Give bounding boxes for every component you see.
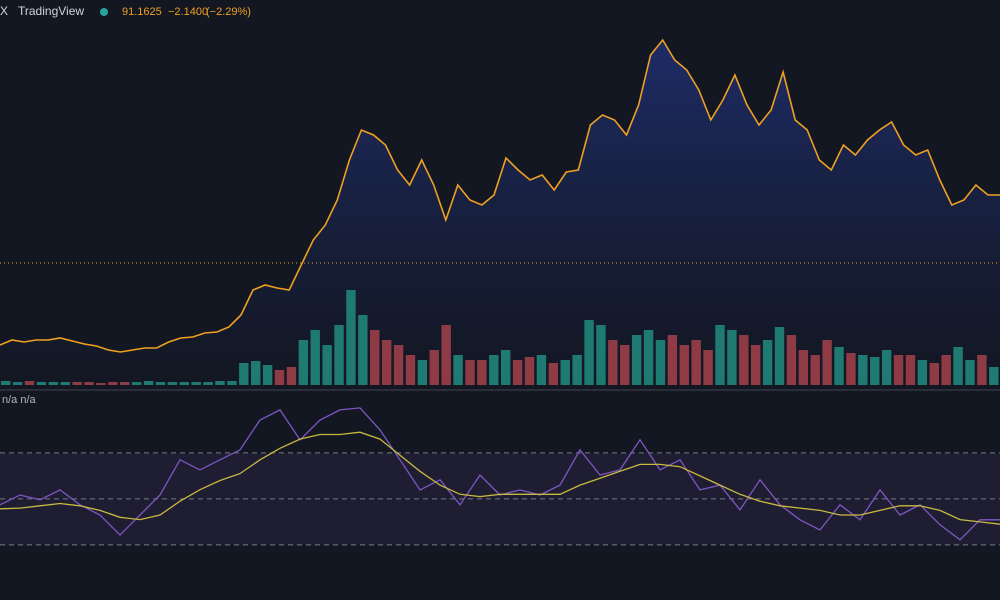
volume-bar: [120, 382, 130, 385]
volume-bar: [84, 382, 94, 385]
volume-bar: [536, 355, 547, 385]
volume-bar: [774, 327, 785, 385]
volume-bar: [762, 340, 773, 385]
volume-bar: [24, 381, 35, 385]
volume-bar: [370, 330, 380, 385]
volume-bar: [548, 363, 559, 385]
volume-bar: [143, 381, 154, 385]
volume-bar: [96, 383, 106, 385]
volume-bar: [953, 347, 963, 385]
volume-bar: [215, 381, 225, 385]
volume-bar: [798, 350, 809, 385]
volume-bar: [989, 367, 999, 385]
volume-bar: [977, 355, 987, 385]
volume-bar: [131, 382, 142, 385]
volume-bar: [703, 350, 713, 385]
volume-bar: [822, 340, 832, 385]
volume-bar: [893, 355, 904, 385]
volume-bar: [858, 355, 868, 385]
volume-bar: [572, 355, 582, 385]
volume-bar: [620, 345, 630, 385]
volume-bar: [60, 382, 70, 385]
volume-bar: [524, 357, 535, 385]
volume-bar: [501, 350, 511, 385]
volume-bar: [465, 360, 475, 385]
volume-bar: [334, 325, 344, 385]
volume-bar: [405, 355, 416, 385]
volume-bar: [453, 355, 463, 385]
volume-bar: [346, 290, 356, 385]
volume-bar: [727, 330, 737, 385]
volume-bar: [72, 382, 82, 385]
rsi-ma-line: [0, 431, 1000, 525]
volume-bar: [48, 382, 59, 385]
volume-bar: [203, 382, 213, 385]
volume-bar: [298, 340, 309, 385]
volume-bar: [489, 355, 499, 385]
change: −2.1400: [168, 6, 208, 18]
plot: [0, 38, 1000, 546]
volume-bar: [846, 353, 856, 385]
volume-bar: [691, 340, 701, 385]
price-area: [0, 40, 1000, 388]
volume-bar: [274, 370, 285, 385]
status-dot: [100, 8, 108, 16]
volume-bar: [417, 360, 428, 385]
volume-bar: [429, 350, 439, 385]
volume-bar: [393, 345, 404, 385]
volume-bar: [179, 382, 189, 385]
volume-bar: [108, 382, 118, 385]
volume-bar: [667, 335, 678, 385]
volume-bar: [512, 360, 523, 385]
last-price: 91.1625: [122, 6, 162, 18]
volume-bar: [655, 340, 666, 385]
volume-bar: [560, 360, 570, 385]
volume-bar: [477, 360, 487, 385]
volume-bar: [167, 382, 178, 385]
indicator-label: n/a n/a: [2, 394, 37, 406]
volume-bar: [239, 363, 249, 385]
volume-bar: [322, 345, 332, 385]
volume-bar: [441, 325, 451, 385]
volume-bar: [608, 340, 618, 385]
volume-bar: [227, 381, 237, 385]
volume-bar: [310, 330, 320, 385]
source: TradingView: [18, 4, 84, 18]
change-pct: (−2.29%): [206, 6, 251, 18]
volume-bar: [358, 315, 368, 385]
volume-bar: [262, 365, 273, 385]
volume-bar: [36, 382, 47, 385]
volume-bar: [12, 382, 23, 385]
volume-bar: [155, 382, 166, 385]
volume-bar: [631, 335, 642, 385]
volume-bar: [929, 363, 939, 385]
volume-bar: [965, 360, 975, 385]
volume-bar: [679, 345, 689, 385]
volume-bar: [715, 325, 725, 385]
volume-bar: [834, 347, 844, 385]
volume-bar: [596, 325, 606, 385]
volume-bar: [810, 355, 820, 385]
volume-bar: [751, 345, 761, 385]
volume-bar: [1, 381, 11, 385]
volume-bar: [881, 350, 892, 385]
volume-bar: [251, 361, 261, 385]
symbol: X: [0, 4, 8, 18]
volume-bar: [739, 335, 749, 385]
volume-bar: [584, 320, 594, 385]
volume-bar: [381, 340, 392, 385]
volume-bar: [905, 355, 916, 385]
volume-bar: [870, 357, 880, 385]
volume-bar: [917, 360, 928, 385]
price-line: [0, 38, 1000, 353]
volume-bar: [286, 367, 297, 385]
volume-bar: [643, 330, 654, 385]
volume-bar: [191, 382, 201, 385]
volume-bar: [786, 335, 797, 385]
volume-bar: [941, 355, 951, 385]
